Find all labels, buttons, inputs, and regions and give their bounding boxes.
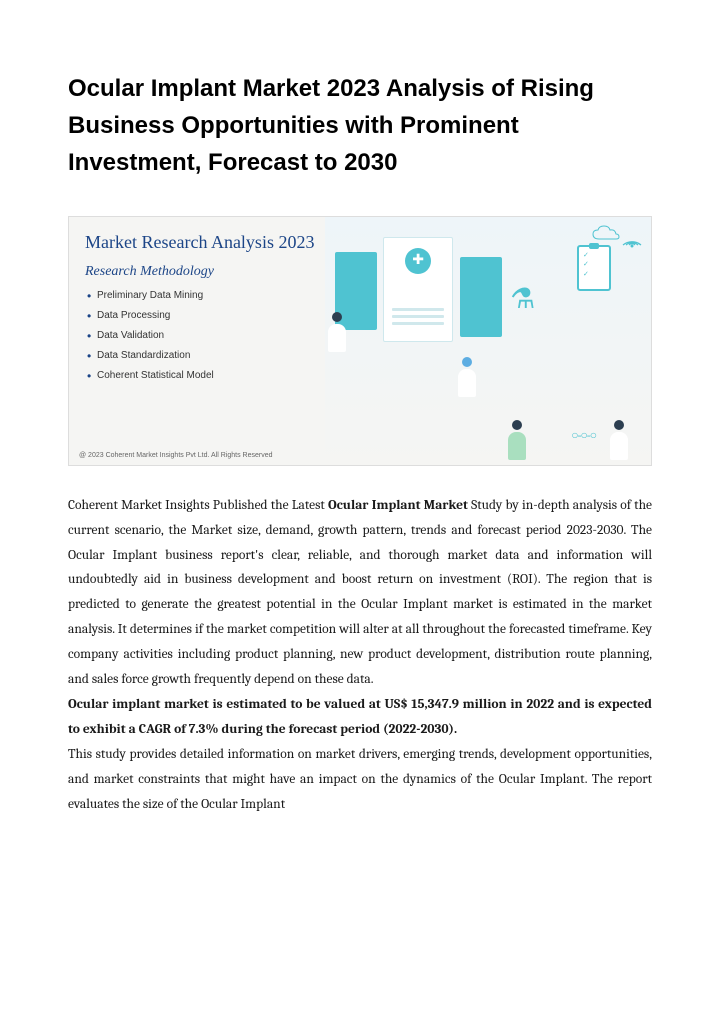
infographic-illustration: ⚗ ○-○-○ xyxy=(325,217,651,465)
bullet-item: Coherent Statistical Model xyxy=(85,370,315,381)
infographic-subtitle: Research Methodology xyxy=(85,264,315,280)
person-icon xyxy=(505,420,529,460)
person-icon xyxy=(607,420,631,460)
text-run: Study by in-depth analysis of the curren… xyxy=(68,498,652,688)
paragraph: Coherent Market Insights Published the L… xyxy=(68,494,652,694)
person-icon xyxy=(325,312,349,352)
bullet-item: Data Processing xyxy=(85,310,315,321)
clipboard-icon xyxy=(577,245,611,291)
molecule-icon: ○-○-○ xyxy=(571,428,596,443)
bold-text: Ocular Implant Market xyxy=(328,498,468,513)
cloud-icon xyxy=(591,225,621,243)
infographic-copyright: @ 2023 Coherent Market Insights Pvt Ltd.… xyxy=(79,452,272,459)
medical-panel-icon xyxy=(460,257,502,337)
bullet-item: Preliminary Data Mining xyxy=(85,290,315,301)
bullet-item: Data Validation xyxy=(85,330,315,341)
paragraph: This study provides detailed information… xyxy=(68,743,652,818)
wifi-icon xyxy=(621,229,643,251)
infographic-banner: Market Research Analysis 2023 Research M… xyxy=(68,216,652,466)
methodology-list: Preliminary Data Mining Data Processing … xyxy=(85,290,315,381)
medical-cross-panel-icon xyxy=(383,237,453,342)
infographic-left-panel: Market Research Analysis 2023 Research M… xyxy=(69,217,325,465)
person-icon xyxy=(455,357,479,397)
article-body: Coherent Market Insights Published the L… xyxy=(68,494,652,819)
infographic-heading: Market Research Analysis 2023 xyxy=(85,231,315,254)
paragraph: Ocular implant market is estimated to be… xyxy=(68,693,652,743)
page-title: Ocular Implant Market 2023 Analysis of R… xyxy=(68,70,652,182)
dna-icon: ⚗ xyxy=(510,292,535,309)
bold-text: Ocular implant market is estimated to be… xyxy=(68,697,652,737)
text-run: Coherent Market Insights Published the L… xyxy=(68,498,328,513)
bullet-item: Data Standardization xyxy=(85,350,315,361)
